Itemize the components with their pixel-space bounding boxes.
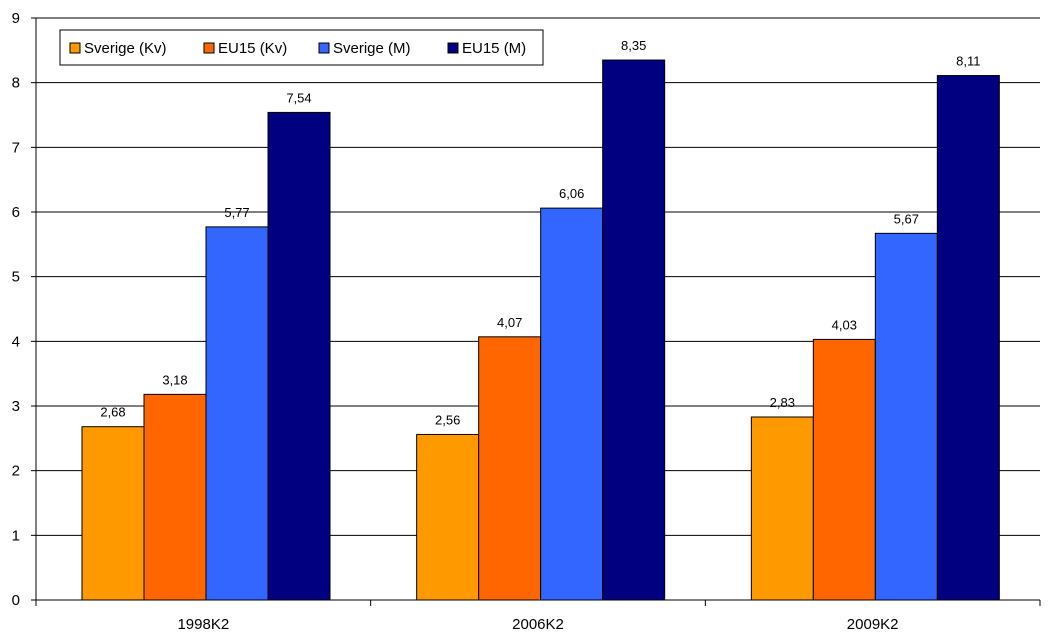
data-label: 2,56 — [435, 412, 460, 427]
legend-swatch — [203, 42, 215, 54]
data-label: 2,68 — [100, 405, 125, 420]
data-label: 3,18 — [162, 372, 187, 387]
bar — [478, 336, 542, 601]
axes: 0 1 2 3 4 5 6 7 8 9 1998K2 2006K2 2009K2 — [12, 10, 1041, 633]
bar — [205, 226, 269, 601]
legend-swatch — [447, 42, 459, 54]
legend-swatch — [318, 42, 330, 54]
data-label: 2,83 — [770, 395, 795, 410]
legend-swatch — [69, 42, 81, 54]
data-label: 6,06 — [559, 186, 584, 201]
legend-label: Sverige (Kv) — [84, 40, 167, 57]
x-tick-label: 2009K2 — [847, 616, 899, 633]
legend-label: Sverige (M) — [333, 40, 411, 57]
bar — [936, 75, 1000, 601]
y-tick-label: 6 — [12, 204, 20, 221]
legend-box — [59, 29, 544, 66]
bars — [81, 59, 1000, 601]
y-tick-label: 4 — [12, 333, 20, 350]
x-tick-label: 2006K2 — [512, 616, 564, 633]
data-label: 5,77 — [224, 205, 249, 220]
y-tick-label: 9 — [12, 10, 20, 27]
y-tick-label: 8 — [12, 75, 20, 92]
data-label: 8,11 — [956, 54, 980, 69]
y-tick-label: 0 — [12, 592, 20, 609]
bar — [416, 433, 480, 601]
y-tick-label: 1 — [12, 527, 20, 544]
y-tick-label: 2 — [12, 463, 20, 480]
y-tick-label: 5 — [12, 269, 20, 286]
bar — [602, 59, 666, 601]
legend-label: EU15 (M) — [462, 40, 526, 57]
bar — [540, 207, 604, 601]
data-labels: 2,68 3,18 5,77 7,54 2,56 4,07 6,06 8,35 2,83 4,03… — [100, 38, 980, 427]
x-tick-label: 1998K2 — [177, 616, 229, 633]
bar — [874, 232, 938, 601]
bar — [81, 426, 145, 601]
bar — [143, 393, 207, 601]
y-tick-label: 3 — [12, 398, 20, 415]
bar — [812, 338, 876, 601]
bar — [750, 416, 814, 601]
bar — [267, 111, 331, 601]
data-label: 8,35 — [621, 38, 646, 53]
data-label: 4,03 — [832, 317, 857, 332]
data-label: 5,67 — [894, 211, 919, 226]
legend: Sverige (Kv) EU15 (Kv) Sverige (M) EU15 (M) — [59, 29, 544, 66]
y-tick-label: 7 — [12, 139, 20, 156]
data-label: 7,54 — [286, 90, 311, 105]
data-label: 4,07 — [497, 315, 522, 330]
legend-label: EU15 (Kv) — [218, 40, 287, 57]
